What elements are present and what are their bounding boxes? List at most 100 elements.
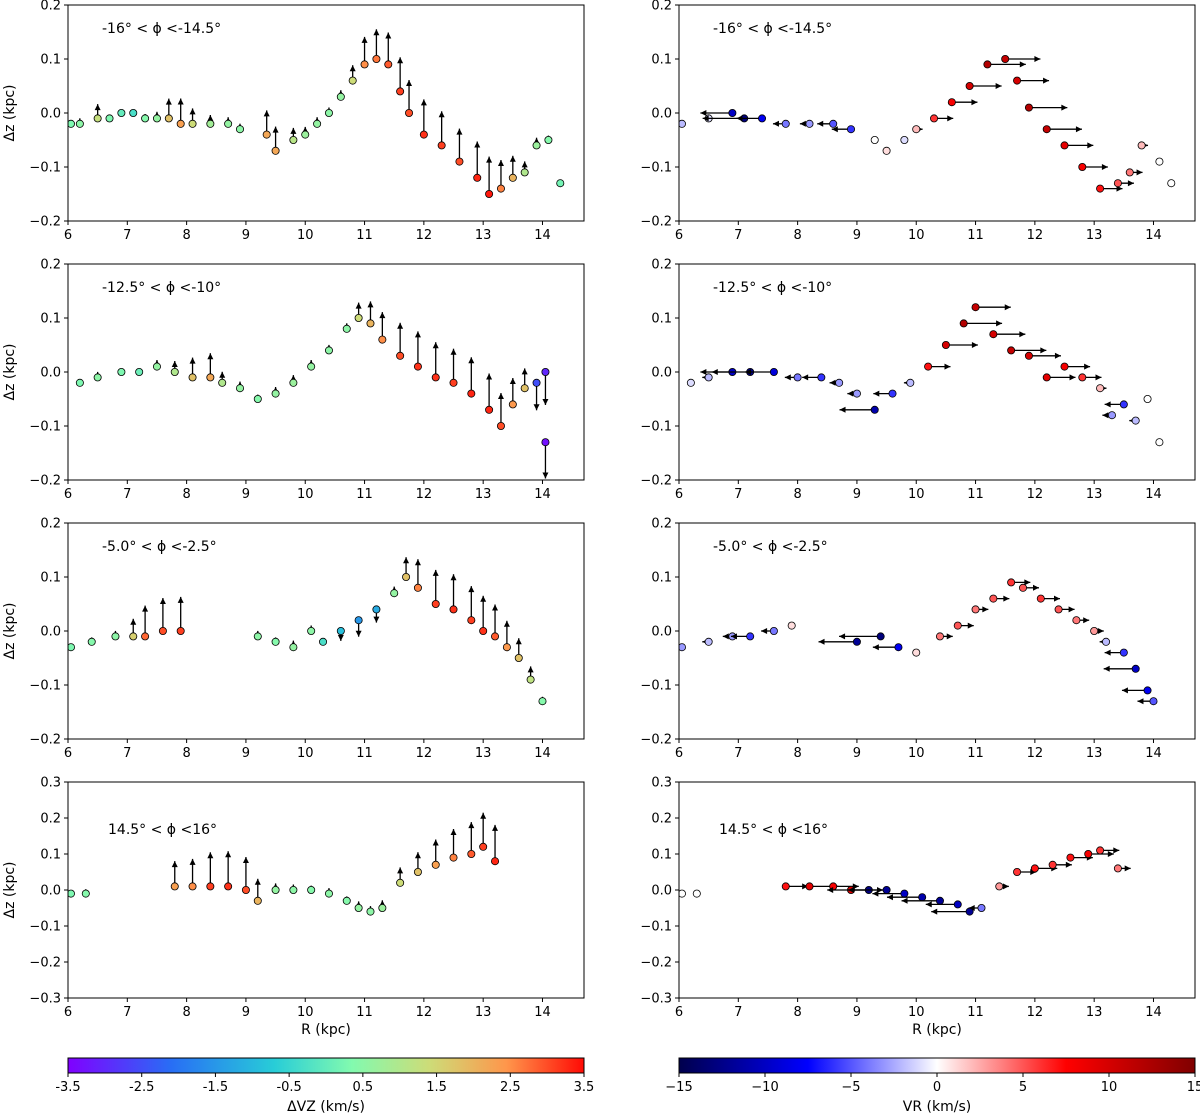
arrow-head — [403, 557, 410, 564]
data-point — [241, 886, 250, 895]
data-point — [324, 109, 333, 118]
data-point — [900, 135, 909, 144]
data-point — [396, 351, 405, 360]
data-point — [781, 882, 790, 891]
data-point — [188, 119, 197, 128]
data-point — [1096, 846, 1105, 855]
x-tick-label: 12 — [416, 1005, 433, 1020]
arrow-head — [355, 302, 362, 309]
data-point — [479, 842, 488, 851]
arrow-head — [944, 363, 951, 370]
arrow-head — [468, 357, 475, 364]
data-point — [1042, 125, 1051, 134]
arrow-head — [207, 115, 214, 121]
y-tick-label: 0.2 — [40, 258, 61, 273]
x-tick-label: 7 — [123, 1005, 131, 1020]
arrow-head — [492, 604, 499, 611]
data-point — [1042, 373, 1051, 382]
y-tick-label: 0.1 — [40, 312, 61, 327]
arrow-head — [242, 857, 249, 863]
data-point — [253, 896, 262, 905]
data-point — [1155, 157, 1164, 166]
x-tick-label: 8 — [793, 1005, 801, 1020]
arrow-head — [1097, 628, 1104, 634]
arrow-head — [130, 618, 137, 625]
data-point — [769, 367, 778, 376]
y-tick-label: −0.2 — [640, 474, 672, 489]
data-point — [1113, 179, 1122, 188]
data-point — [307, 627, 316, 636]
data-point — [941, 340, 950, 349]
plot-area — [75, 301, 550, 479]
data-point — [805, 882, 814, 891]
arrow-head — [872, 890, 879, 897]
arrow-head — [355, 630, 362, 637]
arrow-head — [968, 905, 975, 911]
y-tick-label: 0.2 — [40, 517, 61, 532]
data-point — [129, 632, 138, 641]
arrow-head — [414, 852, 421, 859]
x-tick-label: 7 — [734, 746, 742, 761]
arrow-head — [207, 852, 214, 859]
x-tick-label: 8 — [182, 228, 190, 243]
data-point — [882, 146, 891, 155]
colorbar-tick-label: 2.5 — [500, 1080, 521, 1095]
data-point — [526, 675, 535, 684]
y-tick-label: 0.0 — [651, 884, 672, 899]
data-point — [262, 130, 271, 139]
arrow-head — [497, 160, 504, 166]
arrow-head — [1061, 104, 1068, 111]
arrow-head — [784, 374, 791, 381]
y-tick-label: −0.1 — [640, 679, 672, 694]
data-point — [473, 173, 482, 182]
data-point — [924, 362, 933, 371]
x-axis-label-left: R (kpc) — [301, 1022, 351, 1038]
arrow-head — [420, 99, 427, 106]
arrow-head — [1004, 304, 1011, 311]
arrow-head — [901, 897, 908, 904]
arrow-head — [406, 80, 413, 86]
y-tick-label: 0.1 — [40, 53, 61, 68]
arrow-head — [450, 348, 457, 355]
arrow-head — [1054, 352, 1061, 359]
data-point — [224, 119, 233, 128]
arrow-head — [450, 829, 457, 835]
arrow-head — [177, 596, 184, 603]
data-point — [235, 384, 244, 393]
y-tick-label: −0.1 — [29, 679, 61, 694]
data-point — [93, 373, 102, 382]
data-point — [485, 189, 494, 198]
x-tick-label: 9 — [853, 746, 861, 761]
y-tick-label: −0.2 — [29, 733, 61, 748]
data-point — [141, 632, 150, 641]
data-point — [164, 114, 173, 123]
data-point — [508, 173, 517, 182]
plot-area — [686, 303, 1164, 447]
data-point — [271, 886, 280, 895]
y-tick-label: 0.0 — [40, 366, 61, 381]
colorbar-tick-label: -2.5 — [129, 1080, 154, 1095]
y-tick-label: −0.2 — [29, 215, 61, 230]
x-tick-label: 10 — [908, 487, 925, 502]
axes-frame — [67, 781, 585, 999]
x-tick-label: 9 — [242, 746, 250, 761]
x-tick-label: 11 — [356, 487, 373, 502]
y-tick-label: −0.2 — [640, 956, 672, 971]
x-tick-label: 10 — [297, 228, 314, 243]
axes-frame — [678, 781, 1196, 999]
x-tick-label: 11 — [967, 746, 984, 761]
data-point — [491, 857, 500, 866]
data-point — [491, 632, 500, 641]
arrow-head — [159, 598, 166, 604]
data-point — [319, 637, 328, 646]
colorbar-gradient — [678, 1057, 1196, 1074]
arrow-head — [946, 633, 953, 640]
data-point — [1167, 179, 1176, 188]
data-point — [793, 373, 802, 382]
plot-area — [68, 812, 500, 916]
data-point — [1149, 697, 1158, 706]
arrow-head — [802, 374, 809, 381]
arrow-head — [873, 390, 880, 397]
panel-phi-label: -12.5° < ϕ <-10° — [102, 280, 221, 296]
